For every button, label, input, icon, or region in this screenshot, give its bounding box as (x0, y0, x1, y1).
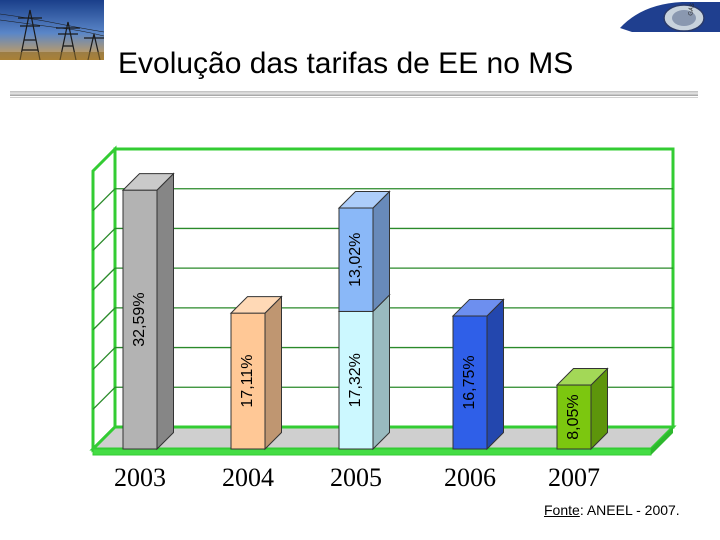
bar-data-label: 17,32% (347, 353, 364, 407)
bar-side (156, 172, 174, 451)
gridline-side (92, 267, 116, 291)
x-tick-label: 2005 (330, 463, 382, 492)
source-text: : ANEEL - 2007. (579, 502, 680, 518)
gas-pipeline-logo: GÁS (612, 0, 720, 32)
gridline-side (92, 307, 116, 331)
x-tick-label: 2003 (114, 463, 166, 492)
bar-top (451, 298, 505, 317)
title-divider-shadow (10, 97, 698, 98)
bar-2004 (229, 295, 283, 451)
bar-side (372, 190, 390, 313)
bar-data-label: 16,75% (461, 355, 478, 409)
chart-floor-edge-side (651, 427, 673, 455)
bar-front (338, 207, 374, 312)
bar-top (555, 368, 609, 386)
bar-front (338, 310, 374, 450)
bar-side (372, 293, 390, 451)
gridline-side (92, 227, 116, 251)
bar-2005 (337, 190, 391, 313)
gridline-side (92, 188, 116, 212)
gas-logo-text: GÁS (687, 3, 696, 17)
bar-front (452, 315, 488, 450)
chart-side-wall (91, 145, 117, 453)
bar-data-label: 13,02% (347, 233, 364, 287)
source-note: Fonte: ANEEL - 2007. (544, 502, 680, 518)
bar-data-label: 32,59% (131, 292, 148, 346)
bar-2003 (121, 172, 175, 451)
source-label: Fonte (544, 502, 580, 518)
bar-data-label: 17,11% (239, 355, 256, 408)
chart-floor-edge (92, 448, 652, 456)
power-tower-logo (0, 0, 104, 60)
bar-front (230, 312, 266, 450)
bar-top (337, 191, 391, 209)
title-divider (10, 91, 698, 96)
bar-side (486, 298, 504, 451)
bar-data-label: 8,05% (565, 394, 582, 439)
gridline-side (92, 347, 116, 371)
bar-side (264, 295, 282, 451)
bar-2006 (451, 298, 505, 451)
bar-top (121, 173, 175, 191)
page-title: Evolução das tarifas de EE no MS (118, 47, 574, 80)
bar-top (229, 296, 283, 314)
bar-2007 (555, 367, 609, 451)
x-tick-label: 2007 (548, 463, 600, 492)
x-tick-label: 2006 (444, 463, 496, 492)
x-tick-label: 2004 (222, 463, 274, 492)
gridline-side (92, 386, 116, 410)
bar-front (556, 384, 592, 450)
